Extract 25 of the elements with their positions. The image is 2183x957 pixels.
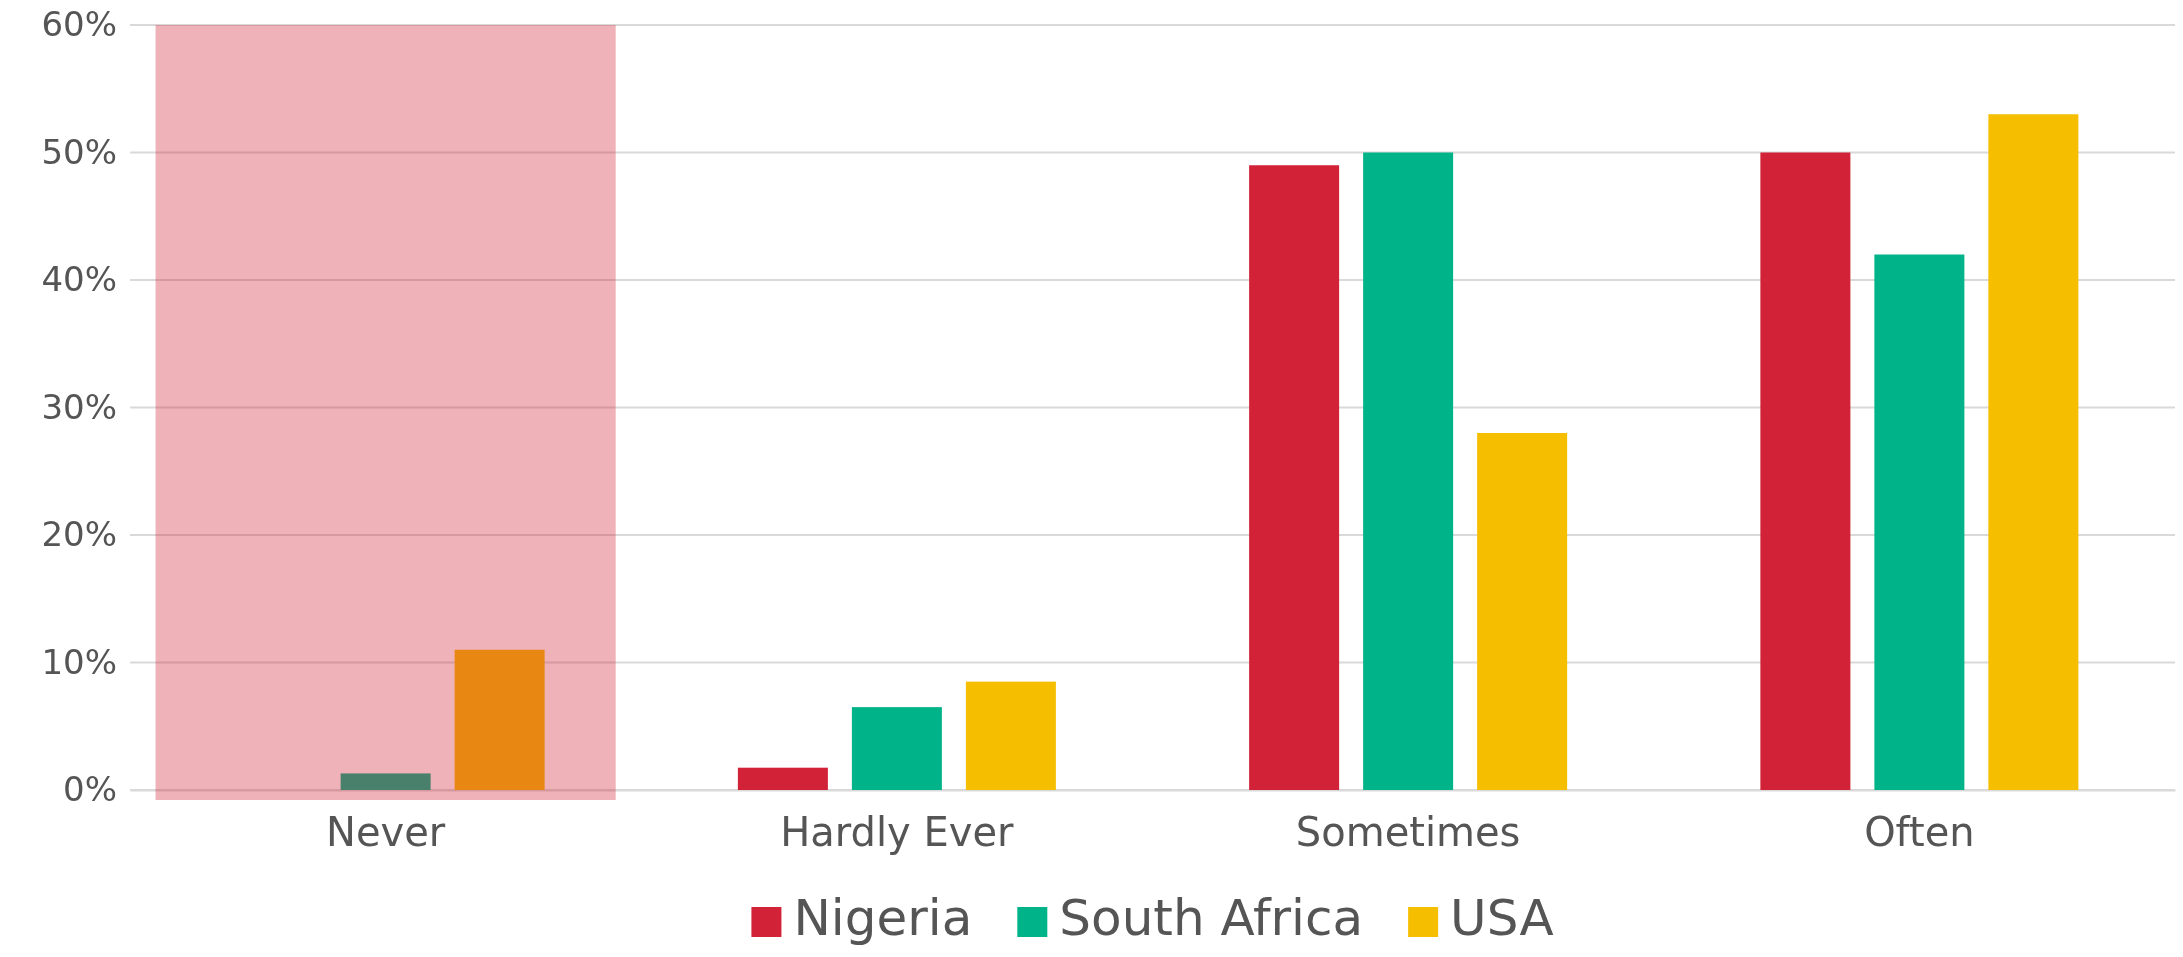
bar <box>1760 152 1851 790</box>
bar <box>1363 152 1454 790</box>
y-tick-label: 40% <box>41 259 117 300</box>
x-tick-label: Sometimes <box>1295 809 1521 856</box>
bar <box>340 773 431 790</box>
bar <box>851 707 942 790</box>
bar <box>965 681 1056 790</box>
y-tick-label: 60% <box>41 4 117 45</box>
bar <box>1874 254 1965 790</box>
bar <box>1477 433 1568 790</box>
y-tick-label: 0% <box>63 769 117 810</box>
legend-label: Nigeria <box>793 889 973 947</box>
legend-label: South Africa <box>1059 889 1364 947</box>
y-tick-label: 30% <box>41 386 117 427</box>
x-tick-label: Hardly Ever <box>780 809 1015 856</box>
x-tick-label: Never <box>325 809 446 856</box>
legend-label: USA <box>1450 889 1554 947</box>
bar <box>1988 114 2079 790</box>
x-tick-label: Often <box>1864 809 1975 856</box>
bar <box>737 767 828 790</box>
y-tick-label: 20% <box>41 514 117 555</box>
bar <box>454 649 545 790</box>
bar <box>1249 165 1340 790</box>
y-tick-label: 10% <box>41 641 117 682</box>
y-tick-label: 50% <box>41 131 117 172</box>
